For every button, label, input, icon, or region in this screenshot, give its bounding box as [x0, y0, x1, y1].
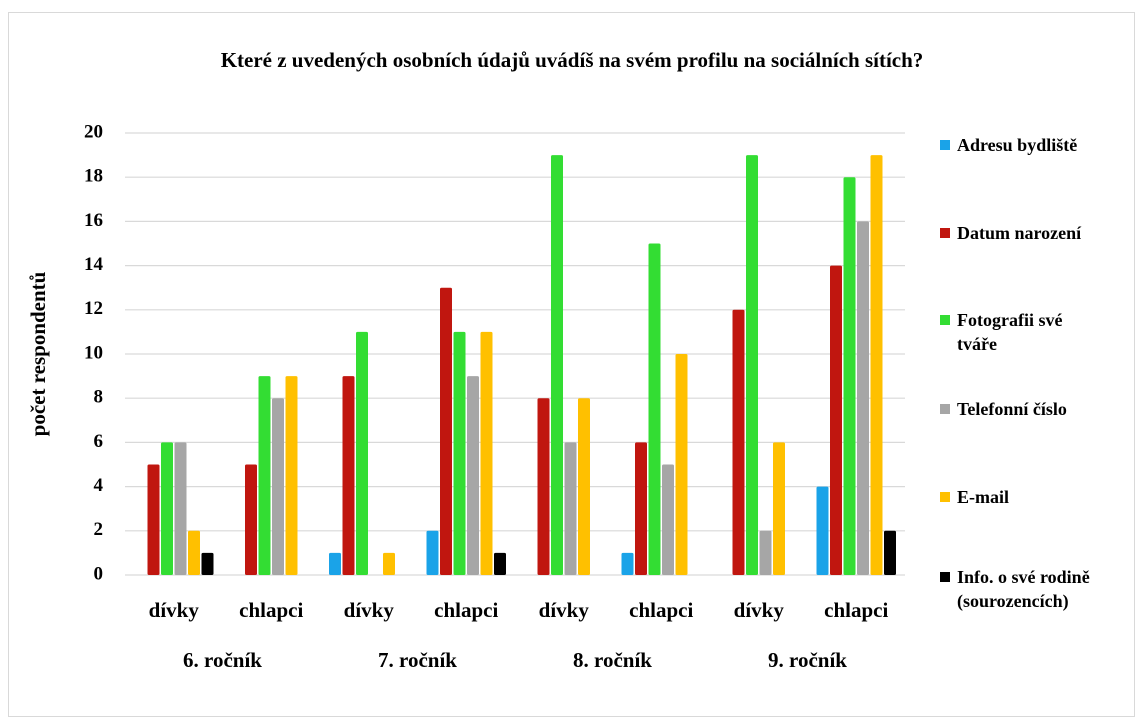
bar	[245, 464, 257, 575]
bar	[564, 442, 577, 575]
bar	[843, 177, 856, 575]
group-label: 8. ročník	[573, 648, 652, 672]
bar	[494, 552, 506, 575]
x-tick-label: chlapci	[824, 598, 888, 622]
y-tick-label: 6	[94, 431, 104, 452]
bar	[440, 287, 452, 575]
bar	[453, 331, 466, 575]
legend-item: Datum narození	[940, 221, 1140, 245]
chart-border	[8, 12, 1135, 717]
y-tick-label: 2	[94, 519, 104, 540]
legend-swatch	[940, 492, 950, 502]
bar	[480, 331, 493, 575]
bar	[857, 221, 869, 575]
y-tick-label: 8	[94, 387, 104, 408]
legend-label: Datum narození	[957, 223, 1082, 243]
y-tick-label: 10	[84, 342, 103, 363]
bar	[675, 354, 688, 575]
x-tick-label: dívky	[344, 598, 395, 622]
bar	[773, 442, 785, 575]
group-label: 6. ročník	[183, 648, 262, 672]
bar	[746, 155, 758, 575]
y-tick-label: 20	[84, 121, 103, 142]
y-tick-label: 14	[84, 254, 104, 275]
bar	[578, 398, 590, 575]
group-label: 7. ročník	[378, 648, 457, 672]
x-tick-label: dívky	[734, 598, 785, 622]
y-tick-label: 4	[94, 475, 104, 496]
legend-item: Fotografii své tváře	[940, 308, 1140, 356]
x-tick-label: chlapci	[629, 598, 693, 622]
bar	[201, 552, 214, 575]
bar	[884, 530, 896, 575]
legend-label: E-mail	[957, 487, 1009, 507]
legend-swatch	[940, 140, 950, 150]
bar	[329, 552, 341, 575]
bar	[635, 442, 647, 575]
y-tick-label: 0	[94, 563, 104, 584]
bar	[258, 376, 271, 575]
bar	[161, 442, 173, 575]
y-tick-label: 12	[84, 298, 103, 319]
bar	[870, 155, 883, 575]
bar	[551, 155, 563, 575]
legend-item: Telefonní číslo	[940, 397, 1140, 421]
bar	[147, 464, 160, 575]
group-label: 9. ročník	[768, 648, 847, 672]
bar	[383, 552, 395, 575]
bar	[759, 530, 772, 575]
bar	[285, 376, 298, 575]
bar	[342, 376, 355, 575]
legend-item: Info. o své rodině (sourozencích)	[940, 565, 1140, 613]
bar	[174, 442, 187, 575]
bar	[188, 530, 200, 575]
bar	[537, 398, 550, 575]
bar	[732, 309, 745, 575]
legend-item: Adresu bydliště	[940, 133, 1140, 157]
bar	[426, 530, 439, 575]
x-tick-label: dívky	[149, 598, 200, 622]
x-tick-label: chlapci	[434, 598, 498, 622]
legend-swatch	[940, 315, 950, 325]
legend-label: Telefonní číslo	[957, 399, 1067, 419]
x-tick-label: chlapci	[239, 598, 303, 622]
legend-swatch	[940, 404, 950, 414]
y-axis-label: počet respondentů	[26, 271, 50, 436]
legend-item: E-mail	[940, 485, 1140, 509]
legend-swatch	[940, 572, 950, 582]
legend-label: Adresu bydliště	[957, 135, 1078, 155]
bar	[830, 265, 842, 575]
bar	[621, 552, 634, 575]
bar	[272, 398, 284, 575]
legend-swatch	[940, 228, 950, 238]
legend-label: Fotografii své tváře	[957, 310, 1063, 354]
y-tick-label: 16	[84, 210, 103, 231]
legend-label: Info. o své rodině (sourozencích)	[957, 567, 1090, 611]
chart-title: Které z uvedených osobních údajů uvádíš …	[221, 48, 924, 72]
bar	[816, 486, 829, 575]
x-tick-label: dívky	[539, 598, 590, 622]
bar	[648, 243, 661, 575]
bar	[356, 331, 368, 575]
bar	[662, 464, 674, 575]
y-tick-label: 18	[84, 166, 103, 187]
bar	[467, 376, 479, 575]
